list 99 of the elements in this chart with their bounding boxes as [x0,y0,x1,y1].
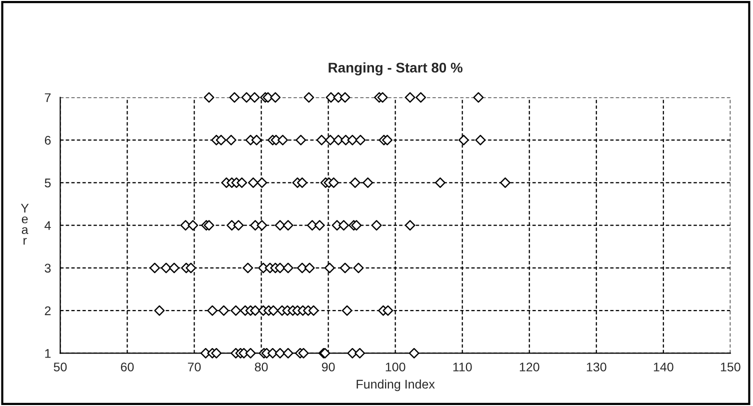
point [500,177,510,188]
point [160,262,172,274]
point [250,305,260,316]
point [154,305,165,316]
point [353,262,364,274]
x-tick-label: 120 [520,362,540,372]
point [226,134,236,146]
point [325,134,336,146]
y-tick-label: 6 [44,136,51,145]
point [308,305,319,316]
point [230,305,242,316]
point [278,134,288,146]
point [241,92,252,103]
point [204,92,214,103]
point [282,348,294,358]
y-tick-label: 4 [44,221,51,230]
point [338,220,349,231]
point [316,134,327,146]
point [382,134,393,146]
y-tick-label: 1 [45,349,51,358]
point [347,348,358,358]
point [251,134,262,146]
point [328,177,339,188]
point [404,220,416,231]
point [326,92,336,103]
y-tick-label: 3 [44,264,51,273]
y-tick-label: 2 [44,306,51,316]
point [404,92,416,103]
point [274,262,286,274]
point [218,305,229,316]
point [350,177,360,188]
point [150,262,160,274]
point [274,220,286,231]
x-tick-label: 100 [386,362,406,372]
point [473,92,484,103]
x-tick-label: 90 [322,362,335,372]
point [168,262,180,274]
point [347,134,358,146]
point [274,348,286,358]
point [242,262,254,274]
chart-title: Ranging - Start 80 % [328,62,462,76]
point [408,348,420,358]
x-tick-label: 130 [586,362,606,372]
point [268,305,279,316]
point [296,177,308,188]
point [270,92,281,103]
point [324,262,335,274]
point [296,262,308,274]
point [207,305,218,316]
point [249,92,260,103]
point [186,262,196,274]
point [362,177,374,188]
point [340,262,350,274]
y-axis-title: Year [20,204,29,245]
y-tick-label: 5 [44,178,51,188]
point [282,220,294,231]
point [333,134,344,146]
point [298,348,309,358]
x-tick-label: 80 [254,362,268,372]
point [351,220,362,231]
x-tick-label: 150 [720,362,740,372]
point [304,92,314,103]
point [211,348,222,358]
point [340,92,350,103]
point [245,348,256,358]
point [434,177,446,188]
point [377,92,388,103]
point [354,348,366,358]
x-tick-label: 60 [120,362,134,372]
point [204,220,214,231]
point [262,92,274,103]
point [256,177,268,188]
point [458,134,469,146]
x-tick-label: 70 [188,362,201,372]
point [248,177,258,188]
x-tick-label: 50 [54,362,67,372]
point [188,220,198,231]
point [355,134,366,146]
point [180,220,191,231]
point [229,92,240,103]
x-tick-label: 140 [654,362,674,372]
point [382,305,394,316]
x-axis-title: Funding Index [356,379,435,392]
point [416,92,426,103]
point [267,348,278,358]
point [233,220,244,231]
point [342,305,352,316]
point [236,177,248,188]
x-tick-label: 110 [453,362,472,372]
point [216,134,226,146]
point [256,220,268,231]
point [371,220,382,231]
point [306,220,318,231]
point [314,220,325,231]
point [304,262,315,274]
point [296,134,306,146]
point [282,262,294,274]
point [475,134,486,146]
y-tick-label: 7 [44,93,51,102]
